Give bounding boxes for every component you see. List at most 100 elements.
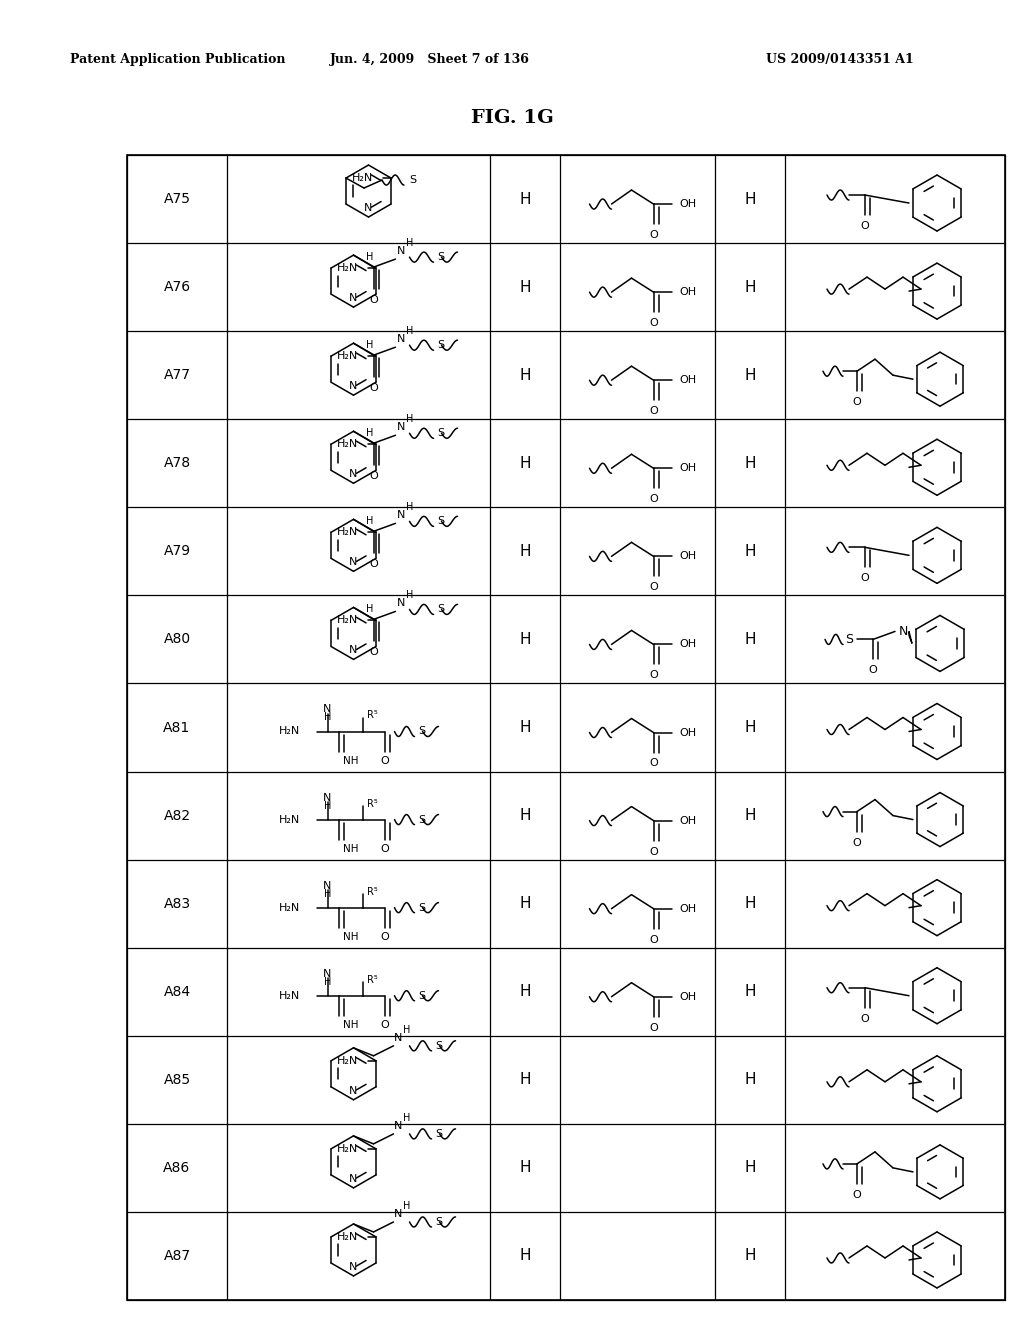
Text: S: S [435,1129,442,1139]
Text: N: N [365,203,373,213]
Text: H: H [519,1160,530,1175]
Text: H: H [366,341,373,350]
Text: S: S [437,252,444,263]
Text: O: O [649,1023,657,1032]
Text: O: O [853,838,861,847]
Text: H: H [519,632,530,647]
Text: O: O [649,407,657,416]
Text: N: N [324,880,332,891]
Text: N: N [324,969,332,978]
Text: H₂N: H₂N [337,440,358,449]
Text: N: N [397,334,406,345]
Text: O: O [649,935,657,945]
Text: H: H [406,414,414,424]
Text: O: O [369,647,378,657]
Text: S: S [419,726,426,737]
Text: O: O [369,383,378,393]
Text: H: H [366,605,373,614]
Text: H₂N: H₂N [352,173,373,183]
Text: O: O [860,220,869,231]
Text: NH: NH [342,843,358,854]
Text: Jun. 4, 2009   Sheet 7 of 136: Jun. 4, 2009 Sheet 7 of 136 [330,54,530,66]
Text: H: H [324,888,331,899]
Text: NH: NH [342,932,358,941]
Text: H: H [744,985,756,999]
Text: A77: A77 [164,368,190,383]
Text: A86: A86 [164,1160,190,1175]
Text: FIG. 1G: FIG. 1G [471,110,553,127]
Text: OH: OH [680,199,696,209]
Text: H₂N: H₂N [337,528,358,537]
Text: S: S [435,1217,442,1228]
Text: H: H [519,455,530,471]
Text: NH: NH [342,1020,358,1030]
Text: H: H [744,191,756,206]
Text: A79: A79 [164,544,190,558]
Text: H: H [366,516,373,527]
Text: OH: OH [680,816,696,825]
Text: A78: A78 [164,457,190,470]
Text: H: H [744,1072,756,1088]
Text: OH: OH [680,639,696,649]
Text: A75: A75 [164,191,190,206]
Text: O: O [649,230,657,240]
Text: O: O [380,843,389,854]
Text: O: O [369,296,378,305]
Text: Patent Application Publication: Patent Application Publication [70,54,286,66]
Text: O: O [649,846,657,857]
Bar [127,154,1005,1300]
Text: OH: OH [680,288,696,297]
Text: N: N [324,792,332,803]
Text: H₂N: H₂N [337,1144,358,1154]
Text: H: H [519,1249,530,1263]
Text: H: H [744,455,756,471]
Text: N: N [397,246,406,256]
Text: N: N [349,381,357,391]
Text: H: H [366,428,373,438]
Text: A81: A81 [164,721,190,734]
Text: H: H [519,719,530,735]
Text: H: H [402,1113,411,1123]
Text: N: N [397,511,406,520]
Text: H: H [406,326,414,337]
Text: H: H [406,238,414,248]
Text: OH: OH [680,727,696,738]
Text: H: H [744,368,756,383]
Text: O: O [380,1020,389,1030]
Text: H: H [744,280,756,294]
Text: R⁵: R⁵ [367,887,377,896]
Text: H₂N: H₂N [337,351,358,362]
Text: H: H [519,280,530,294]
Text: N: N [349,470,357,479]
Text: H: H [324,977,331,987]
Text: NH: NH [342,755,358,766]
Text: O: O [369,560,378,569]
Text: A83: A83 [164,896,190,911]
Text: H: H [519,1072,530,1088]
Text: H: H [324,713,331,722]
Text: O: O [380,755,389,766]
Text: A87: A87 [164,1249,190,1263]
Text: O: O [649,494,657,504]
Text: US 2009/0143351 A1: US 2009/0143351 A1 [766,54,913,66]
Text: H: H [519,544,530,558]
Text: N: N [324,705,332,714]
Text: N: N [394,1121,402,1131]
Text: H: H [519,191,530,206]
Text: R⁵: R⁵ [367,710,377,721]
Text: H₂N: H₂N [337,615,358,626]
Text: S: S [419,814,426,825]
Text: N: N [898,624,907,638]
Text: O: O [860,573,869,583]
Text: N: N [397,422,406,432]
Text: S: S [437,428,444,438]
Text: H: H [519,896,530,911]
Text: A82: A82 [164,809,190,822]
Text: H₂N: H₂N [279,991,300,1001]
Text: S: S [437,516,444,527]
Text: H: H [744,896,756,911]
Text: N: N [349,1086,357,1096]
Text: N: N [349,1173,357,1184]
Text: H₂N: H₂N [337,263,358,273]
Text: H: H [744,719,756,735]
